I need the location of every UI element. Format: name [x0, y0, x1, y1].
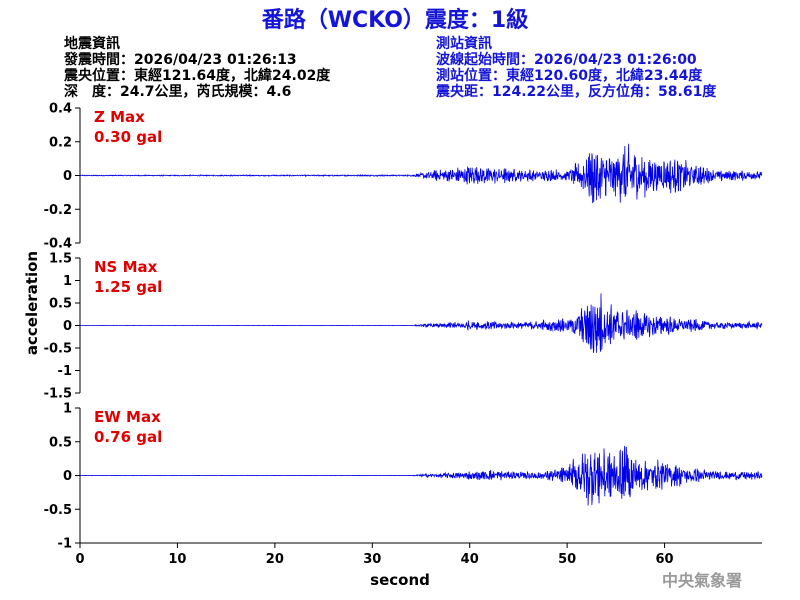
event-origin-time: 發震時間：2026/04/23 01:26:13 — [63, 51, 297, 68]
station-info-heading: 測站資訊 — [436, 35, 492, 52]
station-waveform-start: 波線起始時間：2026/04/23 01:26:00 — [436, 51, 697, 68]
y-tick-label: 0 — [63, 319, 72, 334]
x-tick-label: 20 — [266, 552, 284, 567]
y-tick-label: -0.5 — [44, 503, 72, 518]
panel-ns: 1.5 1 0.5 0 -0.5 -1 -1.5 NS Max 1.25 gal — [44, 252, 763, 402]
x-tick-label: 30 — [363, 552, 381, 567]
x-tick-label: 60 — [656, 552, 674, 567]
y-tick-label: -1 — [58, 537, 72, 552]
y-tick-label: 0.5 — [49, 297, 72, 312]
y-tick-label: 0.4 — [49, 102, 72, 117]
plot-panels: 0.4 0.2 0 -0.2 -0.4 Z Max 0.30 gal 1.5 1 0.5 0 -0.5… — [44, 102, 763, 567]
y-tick-label: -1 — [58, 364, 72, 379]
max-label-ew: EW Max — [94, 408, 161, 426]
y-tick-label: -1.5 — [44, 387, 72, 402]
max-label-ns: NS Max — [94, 258, 158, 276]
x-tick-label: 50 — [558, 552, 576, 567]
event-info-heading: 地震資訊 — [64, 35, 120, 52]
x-tick-label: 10 — [168, 552, 186, 567]
x-axis-label: second — [370, 571, 430, 589]
waveform-trace-z — [79, 143, 763, 204]
waveform-trace-ns — [79, 293, 763, 353]
max-value-z: 0.30 gal — [94, 128, 162, 146]
max-value-ew: 0.76 gal — [94, 428, 162, 446]
event-epicenter: 震央位置：東經121.64度，北緯24.02度 — [63, 67, 331, 84]
panel-z: 0.4 0.2 0 -0.2 -0.4 Z Max 0.30 gal — [44, 102, 763, 252]
agency-footer: 中央氣象署 — [662, 571, 742, 590]
y-tick-label: 1 — [63, 274, 72, 289]
event-depth-magnitude: 深 度：24.7公里，芮氏規模：4.6 — [64, 83, 291, 100]
y-tick-label: -0.2 — [44, 203, 72, 218]
y-tick-label: 0.2 — [49, 135, 72, 150]
chart-title: 番路（WCKO）震度：1級 — [261, 7, 528, 33]
y-tick-label: 1.5 — [49, 252, 72, 267]
station-distance-azimuth: 震央距：124.22公里，反方位角：58.61度 — [435, 83, 717, 100]
panel-ew: 1 0.5 0 -0.5 -1 EW Max 0.76 gal — [44, 402, 763, 552]
station-location: 測站位置：東經120.60度，北緯23.44度 — [436, 67, 703, 84]
y-tick-label: 1 — [63, 402, 72, 417]
x-tick-label: 40 — [461, 552, 479, 567]
waveform-trace-ew — [79, 445, 763, 506]
x-tick-label: 0 — [75, 552, 84, 567]
max-label-z: Z Max — [94, 108, 145, 126]
y-axis-label: acceleration — [23, 251, 41, 355]
y-tick-label: 0 — [63, 469, 72, 484]
y-tick-label: 0.5 — [49, 435, 72, 450]
x-axis: 0 10 20 30 40 50 60 — [75, 542, 762, 567]
y-tick-label: -0.5 — [44, 342, 72, 357]
max-value-ns: 1.25 gal — [94, 278, 162, 296]
y-tick-label: 0 — [63, 169, 72, 184]
y-tick-label: -0.4 — [44, 237, 72, 252]
